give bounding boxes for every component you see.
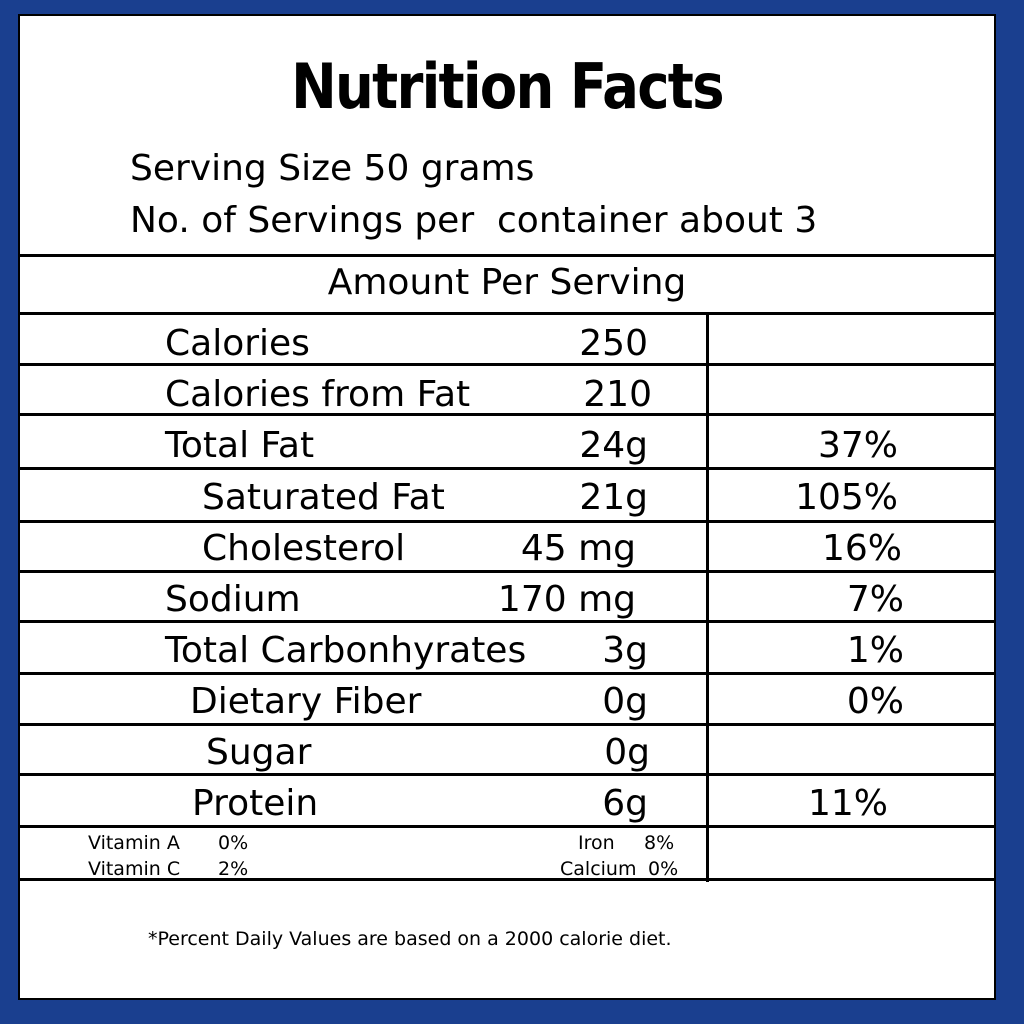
row-divider — [20, 413, 994, 416]
nutrient-amount: 250 — [579, 323, 648, 364]
nutrient-name: Sodium — [165, 579, 301, 620]
row-divider — [20, 467, 994, 470]
row-divider — [20, 363, 994, 366]
vitamin-c-label: Vitamin C — [88, 858, 181, 880]
row-divider — [20, 520, 994, 523]
divider — [20, 254, 994, 257]
nutrient-amount: 210 — [583, 374, 652, 415]
nutrient-amount: 170 mg — [497, 579, 636, 620]
calcium-label: Calcium — [560, 858, 637, 880]
nutrient-name: Cholesterol — [202, 528, 406, 569]
nutrition-label-panel: Nutrition Facts Serving Size 50 grams No… — [18, 14, 996, 1000]
servings-per-container: No. of Servings per container about 3 — [130, 200, 818, 241]
nutrient-name: Protein — [192, 783, 319, 824]
iron-label: Iron — [578, 832, 615, 854]
daily-value: 0% — [846, 681, 904, 722]
nutrient-amount: 45 mg — [520, 528, 636, 569]
nutrient-name: Total Carbonhyrates — [165, 630, 527, 671]
nutrient-amount: 6g — [602, 783, 648, 824]
footnote: *Percent Daily Values are based on a 200… — [148, 928, 672, 950]
vitamin-c-value: 2% — [218, 858, 249, 880]
row-divider — [20, 825, 994, 828]
daily-value: 7% — [846, 579, 904, 620]
row-divider — [20, 773, 994, 776]
nutrient-amount: 24g — [579, 425, 648, 466]
vitamin-a-label: Vitamin A — [88, 832, 180, 854]
daily-value: 16% — [821, 528, 902, 569]
nutrient-name: Total Fat — [165, 425, 315, 466]
row-divider — [20, 570, 994, 573]
iron-value: 8% — [644, 832, 675, 854]
row-divider — [20, 672, 994, 675]
calcium-value: 0% — [648, 858, 679, 880]
label-title: Nutrition Facts — [291, 50, 724, 123]
nutrient-name: Sugar — [206, 732, 312, 773]
vitamin-a-value: 0% — [218, 832, 249, 854]
daily-value: 37% — [817, 425, 898, 466]
divider — [20, 312, 994, 315]
daily-value: 105% — [795, 477, 898, 518]
row-divider — [20, 723, 994, 726]
nutrient-amount: 0g — [604, 732, 650, 773]
daily-value: 11% — [807, 783, 888, 824]
nutrient-name: Saturated Fat — [202, 477, 445, 518]
nutrient-name: Calories — [165, 323, 310, 364]
nutrient-amount: 21g — [579, 477, 648, 518]
row-divider — [20, 878, 994, 881]
serving-size: Serving Size 50 grams — [130, 148, 535, 189]
amount-per-serving-header: Amount Per Serving — [327, 262, 687, 303]
column-divider — [706, 314, 709, 882]
daily-value: 1% — [846, 630, 904, 671]
nutrient-amount: 3g — [602, 630, 648, 671]
row-divider — [20, 620, 994, 623]
nutrient-name: Calories from Fat — [165, 374, 471, 415]
nutrient-amount: 0g — [602, 681, 648, 722]
nutrient-name: Dietary Fiber — [190, 681, 422, 722]
